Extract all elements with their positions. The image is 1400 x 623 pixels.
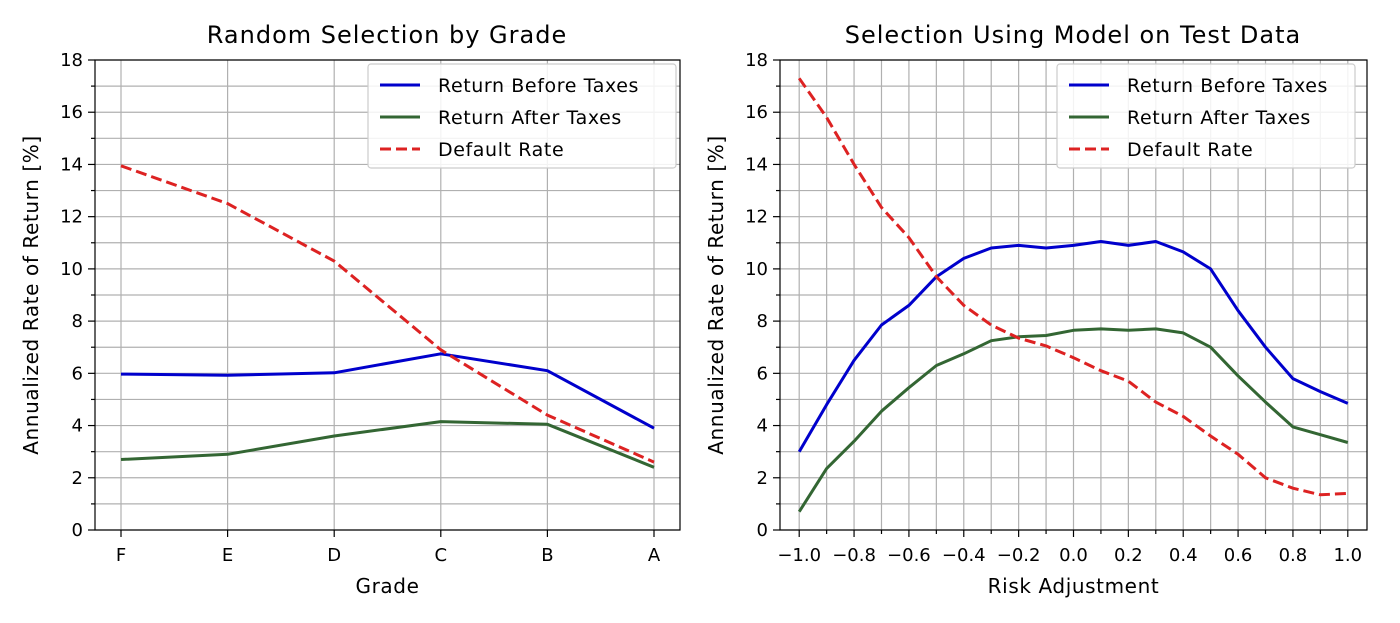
y-tick-label: 12 [745,207,768,228]
y-tick-label: 2 [757,468,768,489]
x-tick-label: F [116,545,126,566]
x-tick-label: 0.2 [1114,545,1143,566]
x-tick-label: −0.2 [997,545,1041,566]
x-tick-label: 0.6 [1224,545,1253,566]
series-line-return-before-taxes [797,240,1349,453]
y-tick-label: 0 [757,520,768,541]
legend-label: Default Rate [1127,139,1253,161]
y-tick-label: 10 [745,259,768,280]
y-tick-label: 4 [757,416,768,437]
legend: Return Before Taxes Return After Taxes Def… [1056,63,1356,169]
y-axis-label: Annualized Rate of Return [%] [704,135,728,455]
legend-label: Return After Taxes [1127,107,1311,129]
legend-label: Return Before Taxes [1127,75,1328,97]
series-line-return-before-taxes [120,352,655,430]
y-tick-label: 16 [60,102,83,123]
x-tick-label: 0.8 [1279,545,1308,566]
x-tick-label: 0.0 [1059,545,1088,566]
series-line-default-rate [120,164,655,464]
legend-label: Return After Taxes [438,107,622,129]
y-tick-label: 10 [60,259,83,280]
y-axis-label: Annualized Rate of Return [%] [19,135,43,455]
series-line-return-after-taxes [120,420,655,469]
y-tick-label: 6 [72,363,83,384]
x-tick-label: C [435,545,448,566]
x-tick-label: 0.4 [1169,545,1198,566]
y-tick-label: 6 [757,363,768,384]
y-tick-label: 0 [72,520,83,541]
x-tick-label: A [648,545,661,566]
x-tick-label: 1.0 [1333,545,1362,566]
right-chart-panel: 0 2 4 6 8 10 12 14 16 18 −1.0 −0.8 −0.6 −0.4 −0.2 0.0 0.… [704,21,1368,598]
x-axis-label: Grade [356,574,420,598]
y-tick-label: 14 [745,154,768,175]
x-tick-label: −0.4 [942,545,986,566]
x-tick-label: B [541,545,553,566]
y-tick-label: 18 [60,50,83,71]
series-line-default-rate [797,77,1348,497]
x-tick-label: E [222,545,233,566]
y-tick-label: 12 [60,207,83,228]
y-tick-label: 16 [745,102,768,123]
x-tick-label: −1.0 [777,545,821,566]
chart-title: Selection Using Model on Test Data [845,21,1301,49]
chart-title: Random Selection by Grade [207,21,567,49]
y-tick-label: 14 [60,154,83,175]
legend-box [1056,63,1356,169]
legend-label: Return Before Taxes [438,75,639,97]
left-chart-panel: 0 2 4 6 8 10 12 14 16 18 F E D C B A Random Selection by… [19,21,681,598]
series-line-return-after-taxes [797,327,1349,513]
x-tick-label: −0.8 [832,545,876,566]
legend-label: Default Rate [438,139,564,161]
x-axis-label: Risk Adjustment [988,574,1160,598]
x-tick-label: −0.6 [887,545,931,566]
y-tick-label: 4 [72,416,83,437]
y-tick-label: 8 [72,311,83,332]
y-tick-label: 18 [745,50,768,71]
x-tick-label: D [327,545,341,566]
y-tick-label: 8 [757,311,768,332]
legend-box [367,63,677,169]
y-tick-label: 2 [72,468,83,489]
legend: Return Before Taxes Return After Taxes Def… [367,63,677,169]
